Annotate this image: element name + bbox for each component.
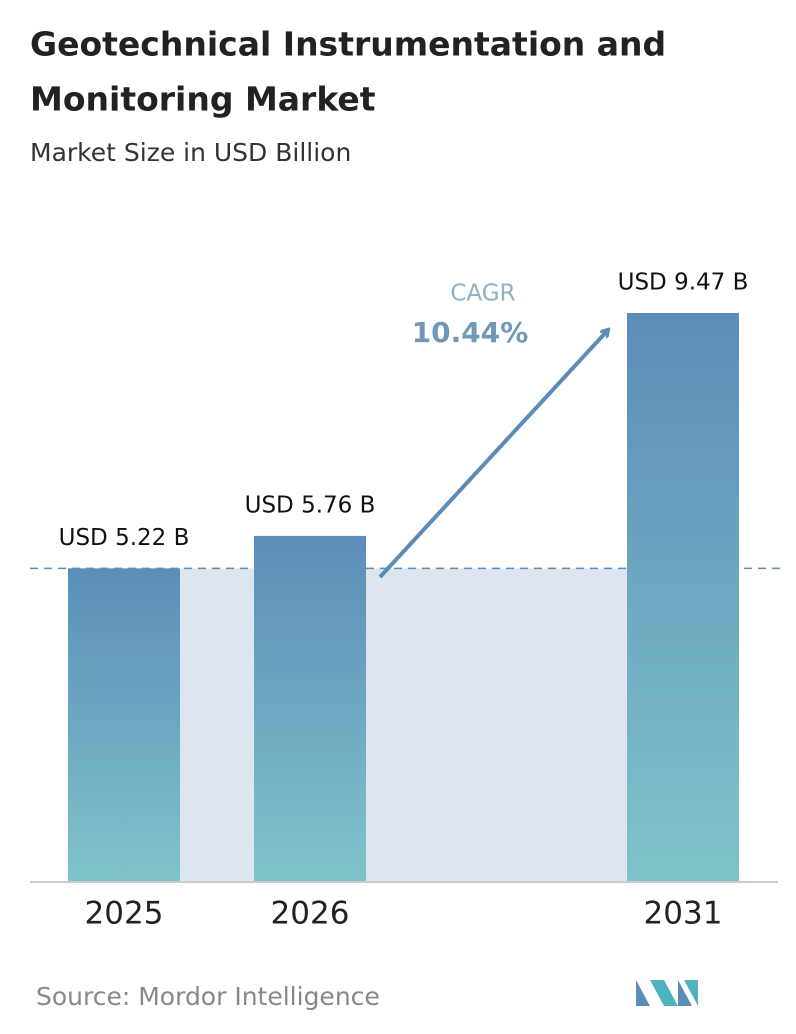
plot-area: USD 5.22 B 2025 USD 5.76 B 2026 USD 9.47 B 20… (30, 270, 780, 932)
bar (627, 313, 739, 882)
bar (68, 568, 180, 882)
cagr-arrow (378, 330, 608, 579)
value-label: USD 9.47 B (618, 270, 749, 296)
logo (636, 980, 698, 1006)
bar (254, 535, 366, 882)
value-label: USD 5.76 B (245, 492, 376, 518)
x-tick-label: 2025 (85, 896, 164, 932)
value-label: USD 5.22 B (59, 525, 190, 551)
x-tick-label: 2026 (271, 896, 350, 932)
cagr-value: 10.44% (412, 316, 529, 349)
cagr-label: CAGR (450, 281, 515, 307)
chart-subtitle: Market Size in USD Billion (30, 138, 351, 167)
chart-title: Monitoring Market (30, 80, 376, 119)
source: Source: Mordor Intelligence (36, 982, 380, 1011)
x-tick-label: 2031 (644, 896, 723, 932)
chart-title: Geotechnical Instrumentation and (30, 25, 666, 64)
